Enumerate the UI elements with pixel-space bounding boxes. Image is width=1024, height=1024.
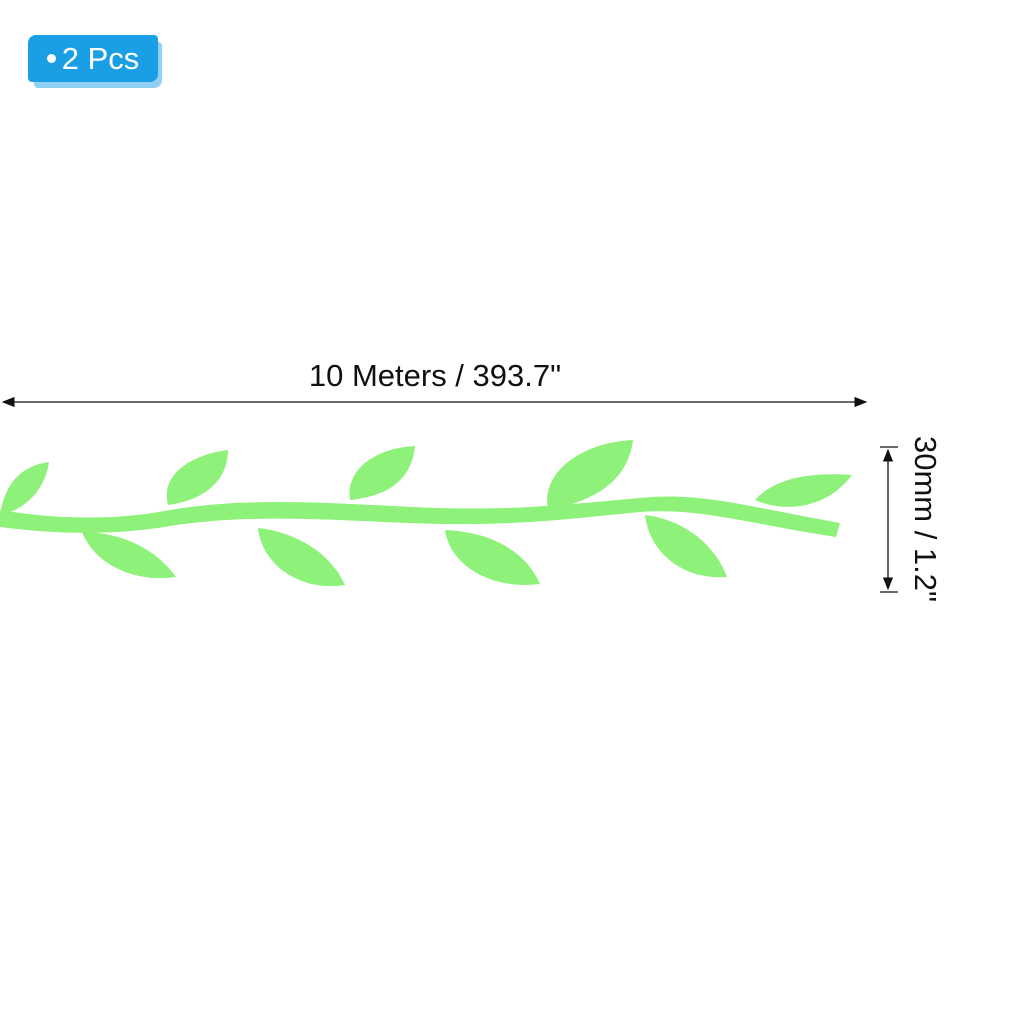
leaf	[166, 450, 228, 505]
quantity-badge: 2 Pcs	[28, 35, 158, 82]
width-label: 30mm / 1.2"	[908, 435, 943, 603]
leaf	[82, 532, 176, 579]
leaf	[349, 446, 415, 500]
bullet-icon	[46, 54, 56, 63]
leaf-vine-ribbon	[0, 440, 852, 587]
leaf	[258, 528, 345, 587]
width-dimension-arrow	[880, 446, 898, 593]
leaf	[547, 440, 633, 510]
quantity-label: 2 Pcs	[61, 40, 140, 76]
leaf	[645, 515, 727, 578]
leaf	[755, 474, 852, 507]
leaf	[445, 530, 540, 585]
vine-stem	[0, 496, 840, 537]
leaf	[0, 462, 49, 515]
length-label: 10 Meters / 393.7"	[308, 358, 562, 393]
